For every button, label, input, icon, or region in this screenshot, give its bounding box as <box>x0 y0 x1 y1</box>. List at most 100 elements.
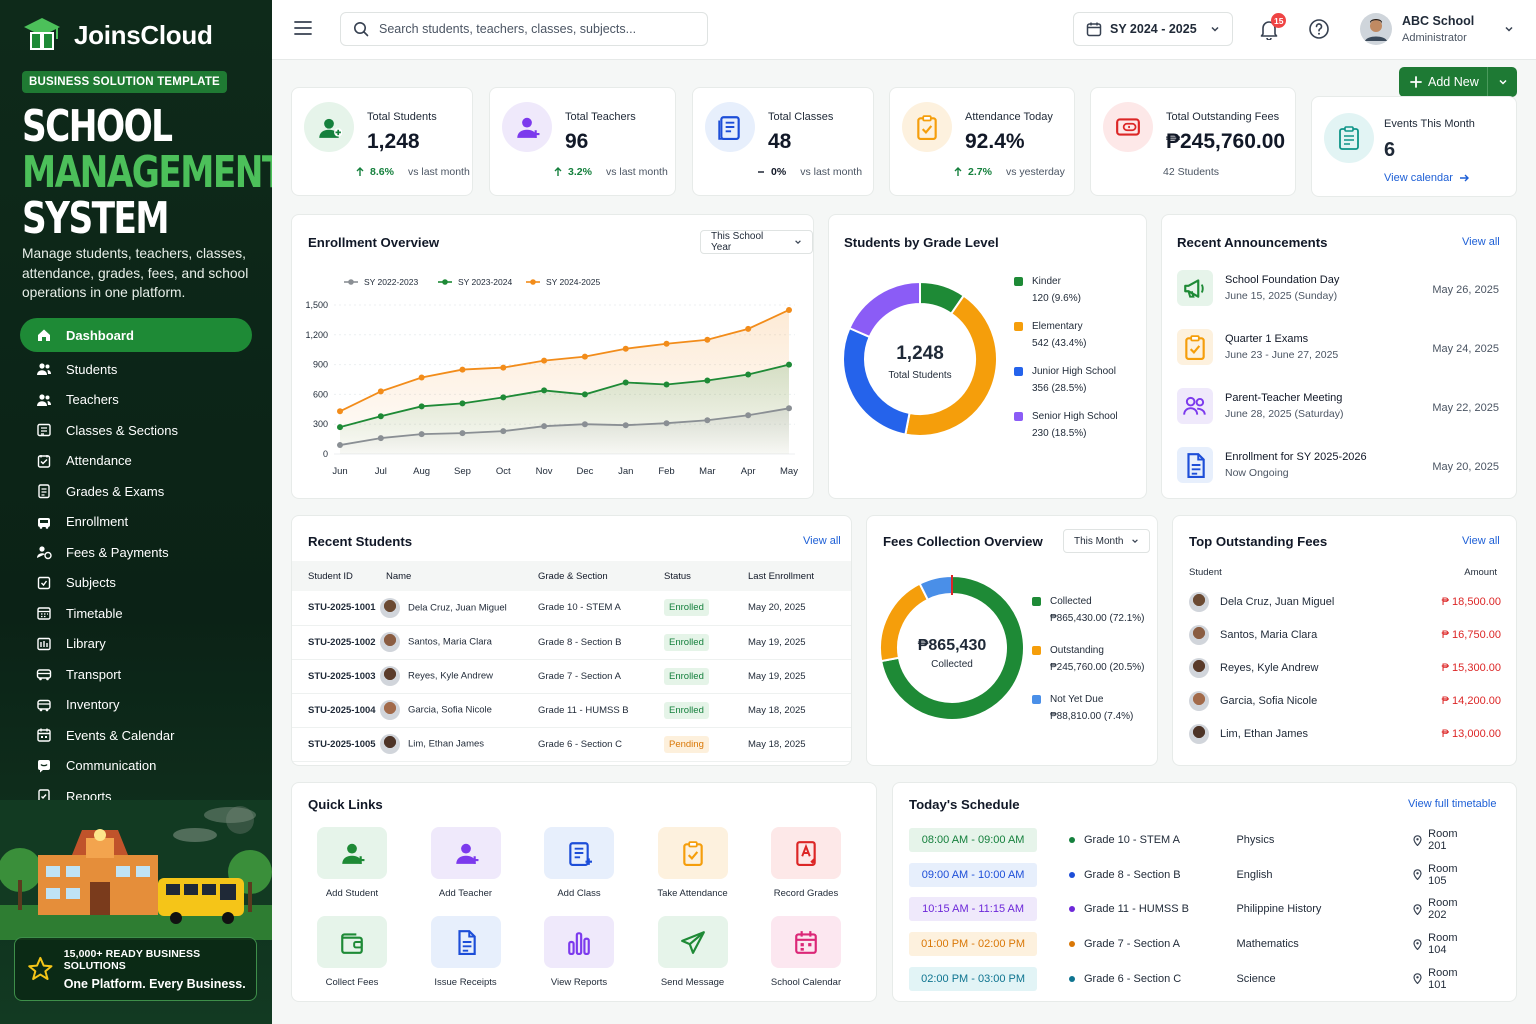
help-icon[interactable] <box>1308 18 1330 40</box>
search-bar[interactable] <box>340 12 708 46</box>
list-item[interactable]: Dela Cruz, Juan Miguel ₱ 18,500.00 <box>1189 590 1501 614</box>
sidebar-item-dashboard[interactable]: Dashboard <box>20 318 252 352</box>
quick-link-add-class[interactable]: Add Class <box>524 827 634 899</box>
quick-link-label: Take Attendance <box>657 888 728 899</box>
table-row[interactable]: STU-2025-1001 Dela Cruz, Juan Miguel Grade… <box>292 591 851 626</box>
table-row[interactable]: STU-2025-1004 Garcia, Sofia Nicole Grade 1… <box>292 693 851 728</box>
sidebar-item-classes-sections[interactable]: Classes & Sections <box>20 415 252 446</box>
student-name: Lim, Ethan James <box>408 738 485 750</box>
list-item[interactable]: Lim, Ethan James ₱ 13,000.00 <box>1189 722 1501 746</box>
data-point <box>786 405 792 412</box>
announcement-item[interactable]: Quarter 1 Exams June 23 - June 27, 2025 Ma… <box>1177 329 1499 369</box>
recent-students-view-all[interactable]: View all <box>803 535 841 547</box>
quick-link-school-calendar[interactable]: School Calendar <box>751 916 861 988</box>
sidebar-item-students[interactable]: Students <box>20 354 252 385</box>
promo-line-1: 15,000+ READY BUSINESS SOLUTIONS <box>63 947 201 972</box>
outstanding-view-all[interactable]: View all <box>1462 535 1500 547</box>
sidebar-item-enrollment[interactable]: Enrollment <box>20 507 252 538</box>
chevron-down-icon[interactable] <box>1504 24 1514 34</box>
schedule-row[interactable]: 02:00 PM - 03:00 PM Grade 6 - Section C Sc… <box>909 966 1477 991</box>
sidebar-item-subjects[interactable]: Subjects <box>20 568 252 599</box>
quick-link-collect-fees[interactable]: Collect Fees <box>297 916 407 988</box>
school-year-select[interactable]: SY 2024 - 2025 <box>1073 12 1233 46</box>
list-item[interactable]: Garcia, Sofia Nicole ₱ 14,200.00 <box>1189 689 1501 713</box>
quick-link-add-student[interactable]: Add Student <box>297 827 407 899</box>
quick-link-view-reports[interactable]: View Reports <box>524 916 634 988</box>
status-cell: Enrolled <box>664 625 748 660</box>
add-new-dropdown[interactable] <box>1488 77 1517 87</box>
fee-amount: ₱ 15,300.00 <box>1441 662 1501 674</box>
data-point <box>622 422 629 429</box>
brand-logo[interactable]: JoinsCloud <box>22 16 213 54</box>
view-calendar-link[interactable]: View calendar <box>1384 172 1470 184</box>
y-tick-label: 600 <box>313 389 328 399</box>
outstanding-title: Top Outstanding Fees <box>1189 534 1328 549</box>
list-item[interactable]: Santos, Maria Clara ₱ 16,750.00 <box>1189 623 1501 647</box>
stat-card-total-outstanding-fees[interactable]: Total Outstanding Fees ₱245,760.00 42 Stud… <box>1090 87 1296 196</box>
quick-link-take-attendance[interactable]: Take Attendance <box>638 827 748 899</box>
stat-change: 3.2% vs last month <box>554 166 668 178</box>
schedule-row[interactable]: 08:00 AM - 09:00 AM Grade 10 - STEM A Phys… <box>909 828 1477 852</box>
quick-link-send-message[interactable]: Send Message <box>638 916 748 988</box>
view-full-timetable-link[interactable]: View full timetable <box>1408 798 1497 810</box>
schedule-row[interactable]: 09:00 AM - 10:00 AM Grade 8 - Section B En… <box>909 862 1477 887</box>
quick-link-issue-receipts[interactable]: Issue Receipts <box>411 916 521 988</box>
legend-swatch <box>1014 412 1023 421</box>
view-calendar-label: View calendar <box>1384 172 1453 184</box>
list-item[interactable]: Reyes, Kyle Andrew ₱ 15,300.00 <box>1189 656 1501 680</box>
add-teacher-icon <box>502 102 552 152</box>
quick-link-label: Add Class <box>557 888 601 899</box>
user-menu[interactable]: ABC School Administrator <box>1360 13 1474 45</box>
sidebar-item-library[interactable]: Library <box>20 629 252 660</box>
timetable-icon <box>36 605 52 621</box>
search-input[interactable] <box>379 22 679 36</box>
promo-banner[interactable]: 15,000+ READY BUSINESS SOLUTIONS One Pla… <box>14 937 257 1001</box>
enrollment-filter[interactable]: This School Year <box>700 230 813 254</box>
sidebar-item-transport[interactable]: Transport <box>20 659 252 690</box>
announcement-item[interactable]: Parent-Teacher Meeting June 28, 2025 (Sat… <box>1177 388 1499 428</box>
stat-card-total-students[interactable]: Total Students 1,248 8.6% vs last month <box>291 87 473 196</box>
sidebar-item-teachers[interactable]: Teachers <box>20 385 252 416</box>
chevron-down-icon <box>795 240 801 245</box>
data-point <box>581 353 588 360</box>
announcement-item[interactable]: Enrollment for SY 2025-2026 Now Ongoing Ma… <box>1177 447 1499 487</box>
stat-change-value: 3.2% <box>568 166 592 178</box>
legend-swatch <box>1032 695 1041 704</box>
legend-entry: Senior High School 230 (18.5%) <box>1014 409 1118 441</box>
sidebar-item-communication[interactable]: Communication <box>20 751 252 782</box>
table-row[interactable]: STU-2025-1002 Santos, Maria Clara Grade 8 … <box>292 625 851 660</box>
schedule-row[interactable]: 10:15 AM - 11:15 AM Grade 11 - HUMSS B Phi… <box>909 897 1477 922</box>
attendance-icon <box>657 827 728 879</box>
announcements-view-all[interactable]: View all <box>1462 236 1500 248</box>
sidebar-item-grades-exams[interactable]: Grades & Exams <box>20 476 252 507</box>
status-dot <box>1069 975 1075 982</box>
stat-card-total-teachers[interactable]: Total Teachers 96 3.2% vs last month <box>489 87 676 196</box>
stat-note: 42 Students <box>1163 166 1220 178</box>
quick-link-add-teacher[interactable]: Add Teacher <box>411 827 521 899</box>
table-row[interactable]: STU-2025-1005 Lim, Ethan James Grade 6 - S… <box>292 727 851 762</box>
data-point <box>418 374 425 381</box>
sidebar-item-inventory[interactable]: Inventory <box>20 690 252 721</box>
quick-link-record-grades[interactable]: Record Grades <box>751 827 861 899</box>
grade-center-value: 1,248 <box>896 343 944 364</box>
stat-card-attendance-today[interactable]: Attendance Today 92.4% 2.7% vs yesterday <box>889 87 1075 196</box>
sidebar-item-label: Teachers <box>66 392 119 408</box>
sidebar-item-label: Library <box>66 636 106 652</box>
quick-link-label: School Calendar <box>770 977 842 988</box>
sidebar-item-fees-payments[interactable]: Fees & Payments <box>20 537 252 568</box>
sidebar-item-events-calendar[interactable]: Events & Calendar <box>20 720 252 751</box>
add-student-icon <box>317 827 387 879</box>
classes-icon <box>705 102 755 152</box>
sidebar-item-attendance[interactable]: Attendance <box>20 446 252 477</box>
events-card[interactable]: Events This Month 6 View calendar <box>1311 96 1517 197</box>
attendance-icon <box>36 453 52 469</box>
schedule-row[interactable]: 01:00 PM - 02:00 PM Grade 7 - Section A Ma… <box>909 932 1477 957</box>
add-new-button[interactable]: Add New <box>1399 67 1517 97</box>
table-row[interactable]: STU-2025-1003 Reyes, Kyle Andrew Grade 7 -… <box>292 659 851 694</box>
x-tick-label: May <box>780 466 798 477</box>
menu-icon[interactable] <box>294 20 312 36</box>
fees-filter[interactable]: This Month <box>1063 529 1151 553</box>
stat-card-total-classes[interactable]: Total Classes 48 0% vs last month <box>692 87 874 196</box>
announcement-item[interactable]: School Foundation Day June 15, 2025 (Sund… <box>1177 270 1499 310</box>
sidebar-item-timetable[interactable]: Timetable <box>20 598 252 629</box>
